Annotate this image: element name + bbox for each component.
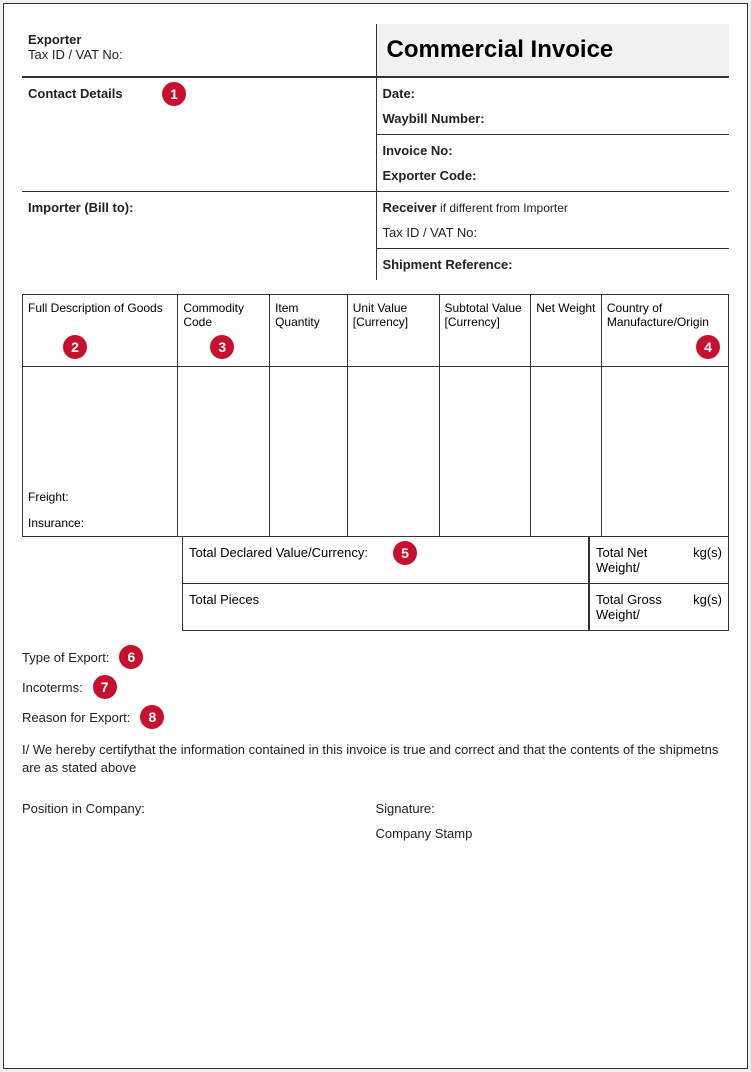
header-row-4: Importer (Bill to): Receiver if differen…: [22, 191, 729, 248]
exporter-cell: Exporter Tax ID / VAT No:: [22, 24, 376, 76]
totals-spacer-1: [22, 537, 182, 584]
badge-1: 1: [162, 82, 186, 106]
badge-6: 6: [119, 645, 143, 669]
signature-label: Signature:: [376, 801, 730, 816]
position-label: Position in Company:: [22, 801, 376, 841]
reason-label: Reason for Export:: [22, 710, 130, 725]
col-origin: Country of Manufacture/Origin 4: [601, 295, 728, 367]
insurance-label: Insurance:: [28, 516, 84, 530]
type-export-line: Type of Export: 6: [22, 645, 729, 669]
badge-3: 3: [210, 335, 234, 359]
kg-unit-2: kg(s): [693, 592, 722, 622]
freight-label: Freight:: [28, 490, 84, 504]
gross-weight-cell: Total Gross Weight/ kg(s): [589, 584, 729, 631]
items-header-row: Full Description of Goods 2 Commodity Co…: [23, 295, 729, 367]
stamp-label: Company Stamp: [376, 826, 730, 841]
tax-id-label: Tax ID / VAT No:: [28, 47, 370, 62]
shipment-ref-cell: Shipment Reference:: [376, 248, 730, 280]
signature-row: Position in Company: Signature: Company …: [22, 801, 729, 841]
receiver-tax-label: Tax ID / VAT No:: [383, 225, 724, 240]
importer-label: Importer (Bill to):: [28, 200, 133, 215]
cell-unit-value: [347, 367, 439, 537]
signature-block: Signature: Company Stamp: [376, 801, 730, 841]
gross-weight-label: Total Gross Weight/: [596, 592, 693, 622]
receiver-note: if different from Importer: [437, 201, 568, 215]
cell-net-weight: [531, 367, 602, 537]
invoice-page: Exporter Tax ID / VAT No: Commercial Inv…: [3, 3, 748, 1069]
contact-details-label: Contact Details: [28, 86, 123, 101]
col-subtotal: Subtotal Value [Currency]: [439, 295, 531, 367]
receiver-cell: Receiver if different from Importer Tax …: [376, 191, 730, 248]
badge-5: 5: [393, 541, 417, 565]
col-unit-value: Unit Value [Currency]: [347, 295, 439, 367]
header-row-2: Contact Details 1 Date: Waybill Number:: [22, 77, 729, 134]
header-row-5: Shipment Reference:: [22, 248, 729, 280]
col-commodity-label: Commodity Code: [183, 301, 244, 329]
net-weight-label: Total Net Weight/: [596, 545, 693, 575]
invoice-title: Commercial Invoice: [376, 24, 730, 76]
contact-details-cell: Contact Details 1: [22, 77, 376, 134]
date-waybill-cell: Date: Waybill Number:: [376, 77, 730, 134]
empty-left-1: [22, 134, 376, 191]
reason-line: Reason for Export: 8: [22, 705, 729, 729]
cell-quantity: [270, 367, 348, 537]
header-row-1: Exporter Tax ID / VAT No: Commercial Inv…: [22, 24, 729, 77]
col-origin-label: Country of Manufacture/Origin: [607, 301, 709, 329]
exporter-code-label: Exporter Code:: [383, 168, 724, 183]
incoterms-line: Incoterms: 7: [22, 675, 729, 699]
cell-origin: [601, 367, 728, 537]
waybill-label: Waybill Number:: [383, 111, 724, 126]
cell-subtotal: [439, 367, 531, 537]
col-net-weight: Net Weight: [531, 295, 602, 367]
items-body-row: Freight: Insurance:: [23, 367, 729, 537]
col-description-label: Full Description of Goods: [28, 301, 163, 315]
net-weight-cell: Total Net Weight/ kg(s): [589, 537, 729, 584]
totals-row-1: Total Declared Value/Currency: 5 Total N…: [22, 537, 729, 584]
receiver-label: Receiver: [383, 200, 437, 215]
incoterms-label: Incoterms:: [22, 680, 83, 695]
header-row-3: Invoice No: Exporter Code:: [22, 134, 729, 191]
cell-commodity: [178, 367, 270, 537]
empty-left-2: [22, 248, 376, 280]
items-table: Full Description of Goods 2 Commodity Co…: [22, 294, 729, 537]
badge-8: 8: [140, 705, 164, 729]
declared-value-label: Total Declared Value/Currency:: [189, 545, 368, 560]
badge-7: 7: [93, 675, 117, 699]
date-label: Date:: [383, 86, 724, 101]
certification-text: I/ We hereby certifythat the information…: [22, 741, 729, 777]
col-quantity: Item Quantity: [270, 295, 348, 367]
col-commodity: Commodity Code 3: [178, 295, 270, 367]
lower-section: Type of Export: 6 Incoterms: 7 Reason fo…: [22, 645, 729, 841]
badge-4: 4: [696, 335, 720, 359]
col-description: Full Description of Goods 2: [23, 295, 178, 367]
totals-row-2: Total Pieces Total Gross Weight/ kg(s): [22, 584, 729, 631]
kg-unit-1: kg(s): [693, 545, 722, 575]
importer-cell: Importer (Bill to):: [22, 191, 376, 248]
shipment-ref-label: Shipment Reference:: [383, 257, 513, 272]
badge-2: 2: [63, 335, 87, 359]
type-export-label: Type of Export:: [22, 650, 109, 665]
cell-description: Freight: Insurance:: [23, 367, 178, 537]
invoice-exporter-cell: Invoice No: Exporter Code:: [376, 134, 730, 191]
invoice-no-label: Invoice No:: [383, 143, 724, 158]
declared-value-cell: Total Declared Value/Currency: 5: [182, 537, 589, 584]
totals-spacer-2: [22, 584, 182, 631]
exporter-label: Exporter: [28, 32, 370, 47]
total-pieces-cell: Total Pieces: [182, 584, 589, 631]
